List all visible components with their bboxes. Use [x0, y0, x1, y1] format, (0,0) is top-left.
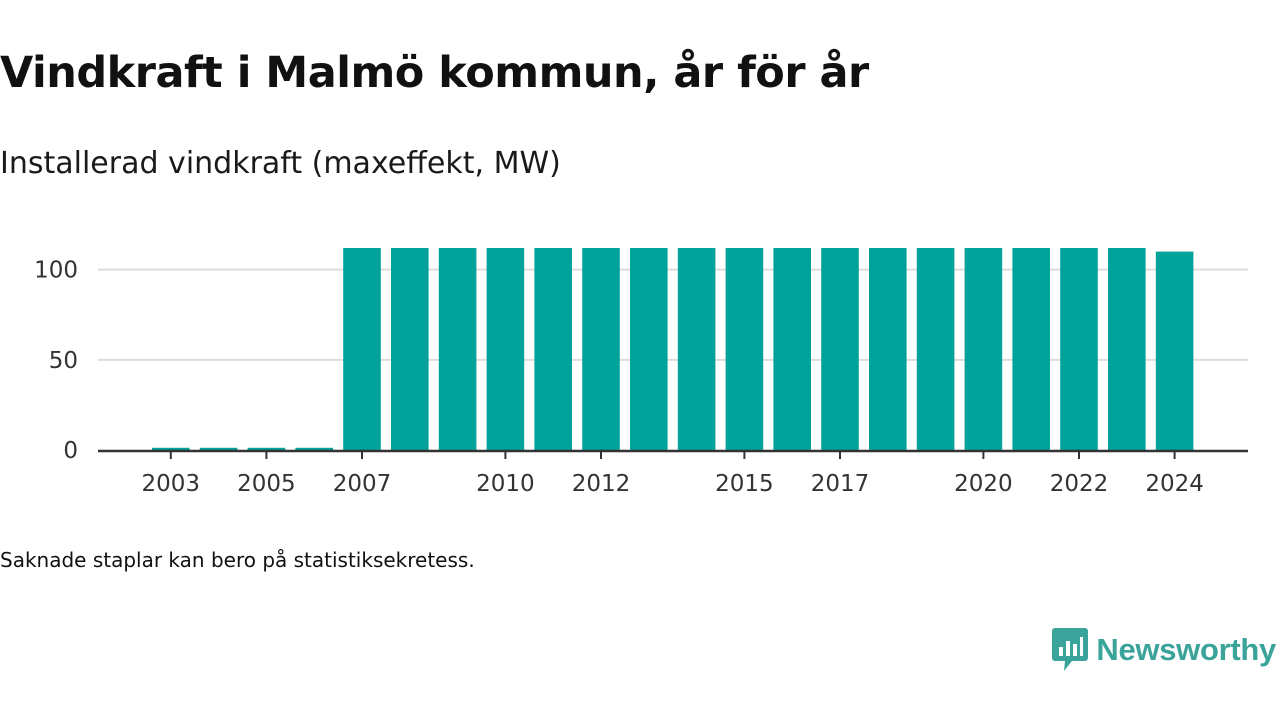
footnote: Saknade staplar kan bero på statistiksek…	[0, 548, 475, 572]
chart-title: Vindkraft i Malmö kommun, år för år	[0, 48, 869, 98]
x-tick-label: 2017	[811, 471, 870, 497]
bar-2005	[247, 447, 286, 450]
bar-2006	[295, 447, 333, 450]
tick-labels: 0 50 100 2003 2005 2007 2010 2012 2015 2017 2020 20…	[34, 258, 1204, 497]
gridlines	[98, 268, 1248, 361]
brand-logo: Newsworthy	[1052, 628, 1276, 672]
bar-2012	[582, 248, 620, 450]
x-tick-label: 2015	[715, 471, 774, 497]
newsworthy-chart-bubble-icon	[1052, 628, 1089, 671]
bar-2009	[438, 248, 477, 450]
bar-2019	[916, 248, 955, 450]
bar-2004	[199, 447, 238, 450]
x-tick-label: 2003	[142, 471, 201, 497]
chart-subtitle: Installerad vindkraft (maxeffekt, MW)	[0, 146, 561, 181]
y-tick-label: 50	[49, 348, 78, 374]
bar-2016	[773, 248, 811, 450]
x-tick-label: 2005	[237, 471, 296, 497]
bar-2018	[869, 248, 907, 450]
y-tick-label: 100	[34, 258, 78, 284]
bar-2003	[152, 447, 190, 450]
bar-2022	[1060, 248, 1098, 450]
x-tick-label: 2007	[333, 471, 392, 497]
bar-2013	[630, 248, 668, 450]
bar-2024	[1155, 251, 1194, 450]
x-tick-label: 2020	[954, 471, 1013, 497]
x-tick-label: 2010	[476, 471, 535, 497]
bar-2021	[1012, 248, 1050, 450]
x-tick-label: 2012	[572, 471, 631, 497]
x-tick-label: 2022	[1050, 471, 1109, 497]
x-tick-label: 2024	[1145, 471, 1204, 497]
bar-2011	[534, 248, 572, 450]
bar-2008	[391, 248, 429, 450]
bars	[152, 248, 1194, 450]
axes	[98, 449, 1248, 459]
brand-name: Newsworthy	[1096, 632, 1276, 667]
bar-2020	[964, 248, 1003, 450]
y-tick-label: 0	[63, 438, 78, 464]
bar-2010	[486, 248, 525, 450]
bar-2017	[821, 248, 859, 450]
bar-2023	[1108, 248, 1146, 450]
bar-2007	[343, 248, 381, 450]
bar-2014	[677, 248, 716, 450]
bar-2015	[725, 248, 764, 450]
